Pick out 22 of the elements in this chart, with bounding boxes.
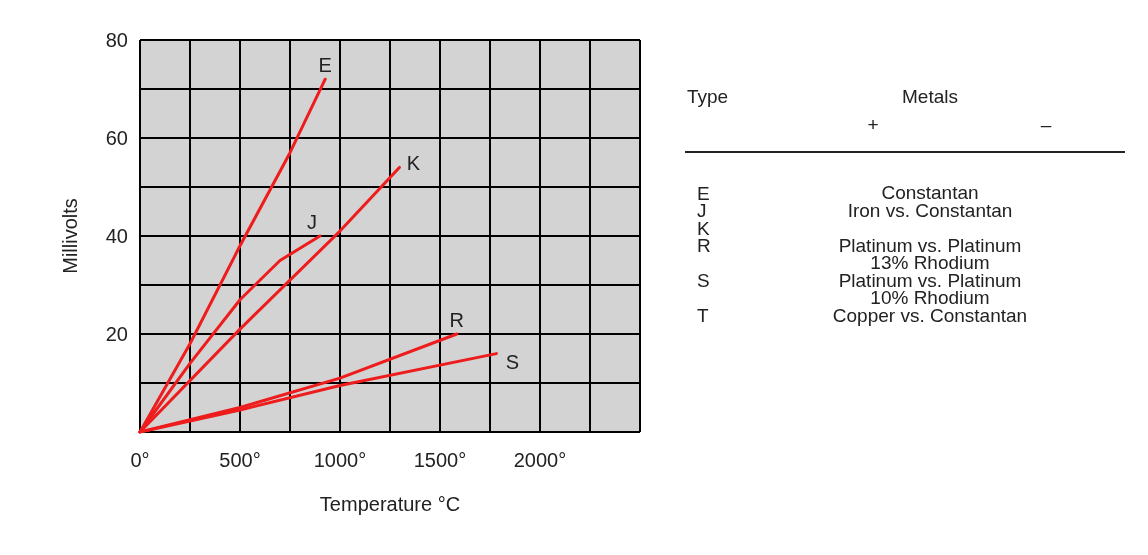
- series-label: S: [505, 350, 520, 373]
- y-axis-title: Millivolts: [59, 198, 81, 274]
- text: Metals: [902, 85, 958, 107]
- text: –: [1040, 113, 1052, 135]
- x-tick-label: 1000°: [313, 449, 367, 471]
- y-tick-label: 60: [105, 127, 128, 149]
- y-tick-label: 20: [105, 323, 128, 345]
- x-axis-title: Temperature °C: [319, 493, 461, 515]
- y-tick-label: 80: [105, 29, 128, 51]
- y-tick-label: 40: [105, 225, 128, 247]
- series-label: E: [318, 54, 332, 77]
- text: T: [697, 305, 709, 326]
- x-tick-label: 0°: [130, 449, 150, 471]
- series-label: R: [449, 309, 465, 331]
- series-label: J: [307, 211, 317, 233]
- text: +: [867, 113, 879, 135]
- text: S: [697, 270, 710, 291]
- x-tick-label: 500°: [219, 449, 261, 471]
- text: Type: [687, 85, 729, 107]
- x-tick-label: 2000°: [513, 449, 567, 471]
- series-label: K: [406, 152, 421, 175]
- x-tick-label: 1500°: [413, 449, 467, 471]
